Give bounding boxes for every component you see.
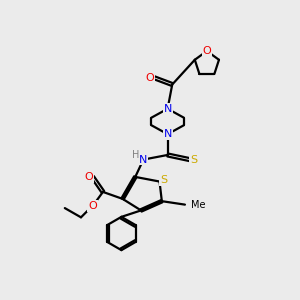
Text: O: O <box>145 73 154 82</box>
Text: H: H <box>132 150 140 161</box>
Text: S: S <box>190 154 197 165</box>
Text: O: O <box>88 201 97 211</box>
Text: O: O <box>202 46 211 56</box>
Text: S: S <box>160 176 167 185</box>
Text: Me: Me <box>191 200 206 210</box>
Text: N: N <box>164 129 172 139</box>
Text: O: O <box>84 172 93 182</box>
Text: N: N <box>164 104 172 114</box>
Text: N: N <box>139 154 148 165</box>
